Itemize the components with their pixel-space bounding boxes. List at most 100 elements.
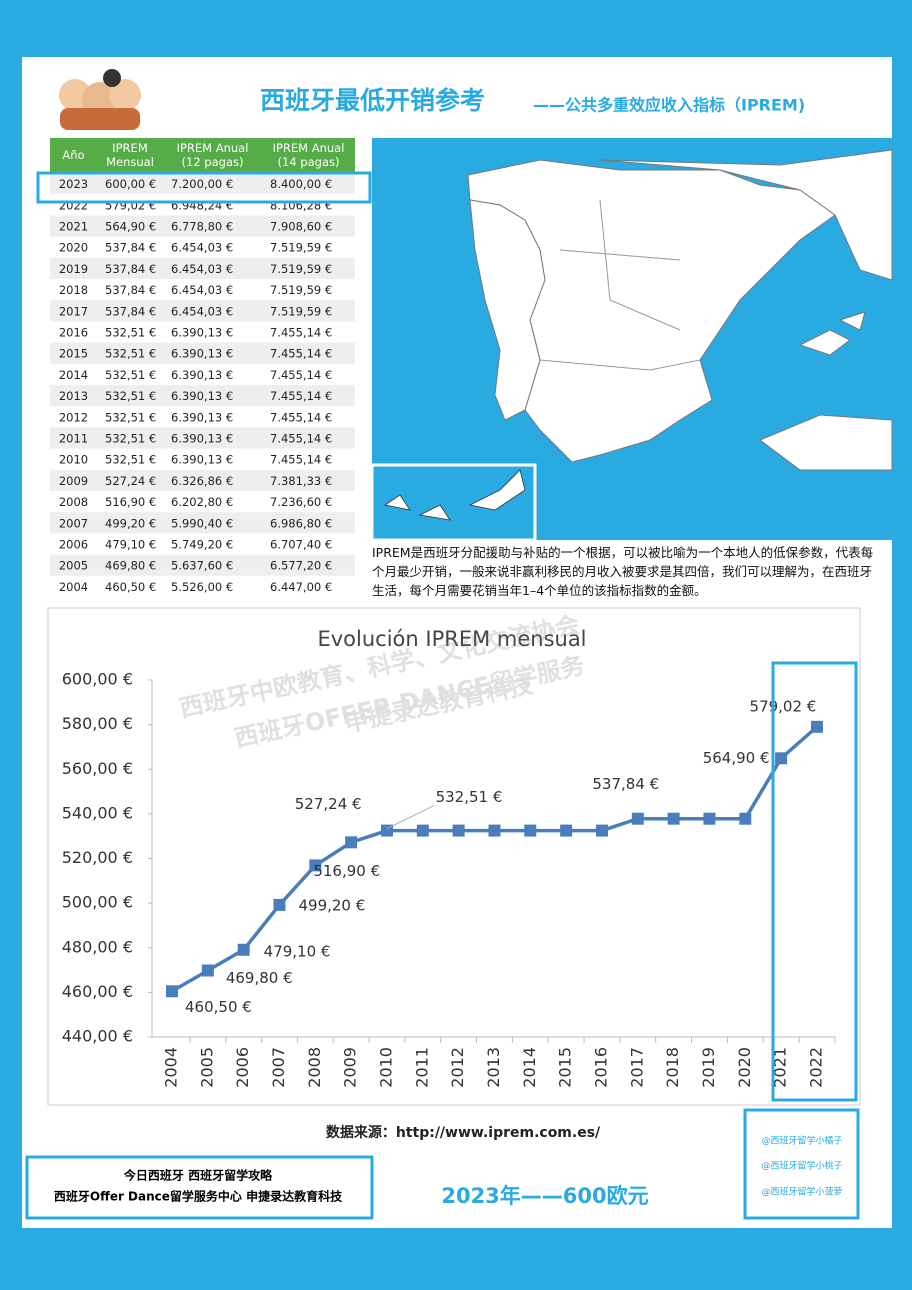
table-header: IPREM Anual (12 pagas) <box>177 141 249 169</box>
table-cell: 537,84 € <box>105 304 156 318</box>
table-cell: 579,02 € <box>105 198 156 212</box>
x-tick-label: 2008 <box>305 1047 324 1088</box>
table-cell: 2013 <box>59 389 88 403</box>
table-cell: 2006 <box>59 538 88 552</box>
footer-line: 今日西班牙 西班牙留学攻略 <box>123 1168 273 1183</box>
x-tick-label: 2006 <box>233 1047 252 1088</box>
table-cell: 2005 <box>59 559 88 573</box>
table-cell: 2021 <box>59 220 88 234</box>
table-cell: 6.454,03 € <box>171 241 233 255</box>
row-bg <box>50 469 355 491</box>
point <box>560 824 573 837</box>
data-label: 479,10 € <box>264 942 331 960</box>
table-cell: 2020 <box>59 241 88 255</box>
table-cell: 7.200,00 € <box>171 177 233 191</box>
point <box>201 964 214 977</box>
x-tick-label: 2015 <box>556 1047 575 1088</box>
point <box>416 824 429 837</box>
point <box>739 812 752 825</box>
table-cell: 6.390,13 € <box>171 410 233 424</box>
table-cell: 532,51 € <box>105 347 156 361</box>
table-cell: 469,80 € <box>105 559 156 573</box>
point <box>631 812 644 825</box>
y-tick-label: 560,00 € <box>62 759 133 778</box>
table-cell: 537,84 € <box>105 241 156 255</box>
table-cell: 532,51 € <box>105 326 156 340</box>
handle: @西班牙留学小橘子 <box>761 1135 842 1147</box>
table-cell: 537,84 € <box>105 283 156 297</box>
plot: 440,00 € 460,00 € 480,00 € 500,00 € 520,00 €… <box>62 670 836 1088</box>
x-tick-label: 2016 <box>591 1047 610 1088</box>
row-bg <box>50 257 355 279</box>
table-cell: 8.106,28 € <box>270 198 332 212</box>
y-tick-label: 600,00 € <box>62 670 133 689</box>
x-tick-label: 2007 <box>269 1047 288 1088</box>
row-bg <box>50 300 355 322</box>
table-cell: 6.948,24 € <box>171 198 233 212</box>
handles-box <box>743 1108 860 1220</box>
table-cell: 7.236,60 € <box>270 495 332 509</box>
table-cell: 5.990,40 € <box>171 516 233 530</box>
row-bg <box>50 173 355 195</box>
x-tick-label: 2021 <box>771 1047 790 1088</box>
table-cell: 2017 <box>59 304 88 318</box>
x-tick-label: 2017 <box>627 1047 646 1088</box>
point <box>595 824 608 837</box>
y-tick-label: 520,00 € <box>62 848 133 867</box>
table-cell: 7.455,14 € <box>270 453 332 467</box>
table-cell: 2022 <box>59 198 88 212</box>
table-cell: 2007 <box>59 516 88 530</box>
table-cell: 8.400,00 € <box>270 177 332 191</box>
table-cell: 6.454,03 € <box>171 283 233 297</box>
table-cell: 2011 <box>59 432 88 446</box>
description: IPREM是西班牙分配援助与补贴的一个根据，可以被比喻为一个本地人的低保参数，代… <box>372 545 874 598</box>
table-cell: 7.381,33 € <box>270 474 332 488</box>
table-cell: 516,90 € <box>105 495 156 509</box>
table-header: IPREM Mensual <box>106 141 154 169</box>
highlight-2023 <box>36 171 372 204</box>
table-cell: 532,51 € <box>105 410 156 424</box>
subtitle: ——公共多重效应收入指标（IPREM) <box>533 96 805 115</box>
table-cell: 527,24 € <box>105 474 156 488</box>
data-label: 527,24 € <box>295 795 362 813</box>
table-cell: 7.908,60 € <box>270 220 332 234</box>
point <box>703 812 716 825</box>
table-cell: 2009 <box>59 474 88 488</box>
table-cell: 532,51 € <box>105 432 156 446</box>
data-label: 579,02 € <box>750 697 817 715</box>
row-bg <box>50 512 355 534</box>
table-cell: 6.707,40 € <box>270 538 332 552</box>
table-cell: 2012 <box>59 410 88 424</box>
table-cell: 6.577,20 € <box>270 559 332 573</box>
row-bg <box>50 215 355 237</box>
x-tick-label: 2005 <box>197 1047 216 1088</box>
x-tick-label: 2011 <box>412 1047 431 1088</box>
handle: @西班牙留学小菠萝 <box>761 1186 842 1198</box>
slogan: 2023年——600欧元 <box>441 1184 648 1208</box>
table-cell: 6.454,03 € <box>171 262 233 276</box>
x-tick-label: 2018 <box>663 1047 682 1088</box>
data-label: 564,90 € <box>703 749 770 767</box>
table-cell: 6.326,86 € <box>171 474 233 488</box>
table-cell: 600,00 € <box>105 177 156 191</box>
table-cell: 537,84 € <box>105 262 156 276</box>
table-cell: 6.390,13 € <box>171 453 233 467</box>
point <box>524 824 537 837</box>
y-tick-label: 480,00 € <box>62 937 133 956</box>
point <box>452 824 465 837</box>
data-label: 469,80 € <box>226 969 293 987</box>
table-cell: 6.202,80 € <box>171 495 233 509</box>
table-cell: 2004 <box>59 580 88 594</box>
point <box>667 812 680 825</box>
footer-box <box>25 1155 374 1220</box>
table-cell: 460,50 € <box>105 580 156 594</box>
table-cell: 7.455,14 € <box>270 347 332 361</box>
footer-line: 西班牙Offer Dance留学服务中心 申捷录达教育科技 <box>54 1189 343 1204</box>
table-cell: 6.390,13 € <box>171 326 233 340</box>
table-cell: 6.447,00 € <box>270 580 332 594</box>
table-cell: 7.455,14 € <box>270 432 332 446</box>
point <box>237 943 250 956</box>
table-cell: 7.455,14 € <box>270 368 332 382</box>
row-bg <box>50 385 355 407</box>
